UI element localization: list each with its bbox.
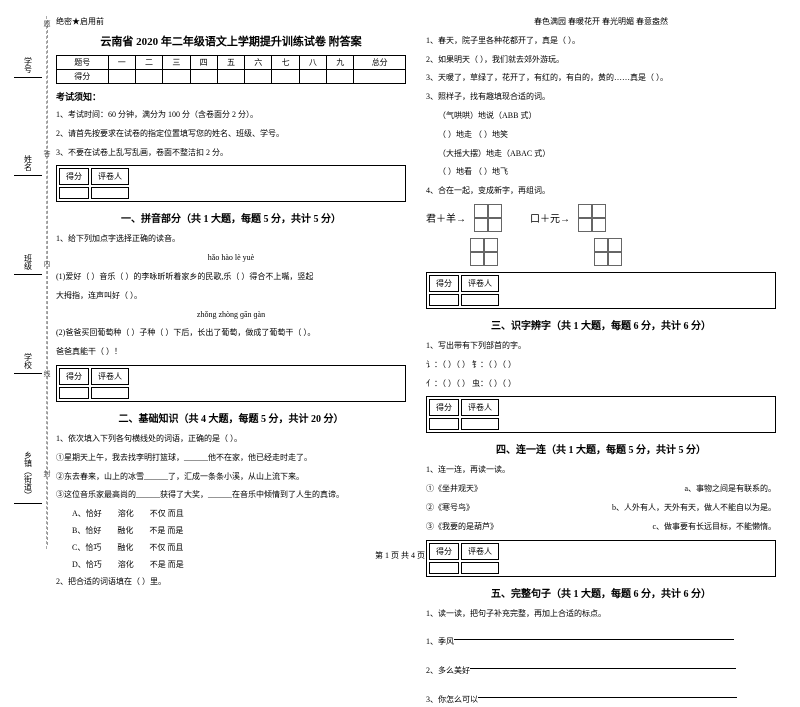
question: 3、照样子，找有趣填现合适的词。	[426, 91, 776, 104]
section-title: 二、基础知识（共 4 大题，每题 5 分，共计 20 分）	[56, 410, 406, 425]
pinyin: hǎo hào lè yuè	[56, 252, 406, 265]
question: 1、给下列加点字选择正确的读音。	[56, 233, 406, 246]
question: 1、连一连，再读一读。	[426, 464, 776, 477]
notice-item: 3、不要在试卷上乱写乱画，卷面不整洁扣 2 分。	[56, 147, 406, 160]
example-fill: （ ）地走 （ ）地笑	[438, 129, 776, 142]
cell: 五	[217, 56, 244, 70]
margin-label: 学校	[24, 353, 33, 369]
score-box: 得分评卷人	[426, 272, 776, 309]
dash-label: 线	[42, 370, 52, 377]
seal-text: 绝密★启用前	[56, 16, 406, 27]
pair-row: ②《寒号鸟》b、人外有人，天外有天，做人不能自以为是。	[426, 502, 776, 515]
cell: 八	[299, 56, 326, 70]
question-line: 1、春天，院子里各种花都开了，真是（ ）。	[426, 35, 776, 48]
cell: 三	[163, 56, 190, 70]
fill-line[interactable]	[478, 688, 737, 698]
question-line: 大拇指，连声叫好（ ）。	[56, 290, 406, 303]
score-box: 得分评卷人	[56, 365, 406, 402]
question: 1、依次填入下列各句横线处的词语，正确的是（ ）。	[56, 433, 406, 446]
fill-line[interactable]	[470, 659, 736, 669]
score-box: 得分评卷人	[56, 165, 406, 202]
option-row: B、恰好融化不是 而是	[72, 525, 406, 536]
question-line: 2、如果明天（ ），我们就去郊外游玩。	[426, 54, 776, 67]
question-line: 爸爸真能干（ ）！	[56, 346, 406, 359]
margin-label: 学号	[24, 57, 33, 73]
cell: 七	[272, 56, 299, 70]
cell: 得分	[57, 70, 109, 84]
cell: 九	[327, 56, 354, 70]
notice-item: 2、请首先按要求在试卷的指定位置填写您的姓名、班级、学号。	[56, 128, 406, 141]
fill-prompt: 3、你怎么可以	[426, 695, 478, 704]
section-title: 四、连一连（共 1 大题，每题 5 分，共计 5 分）	[426, 441, 776, 456]
section-title: 一、拼音部分（共 1 大题，每题 5 分，共计 5 分）	[56, 210, 406, 225]
question-line: ②东去春来，山上的冰雪______了，汇成一条条小溪，从山上流下来。	[56, 471, 406, 484]
question: 4、合在一起，变成新字，再组词。	[426, 185, 776, 198]
section-title: 五、完整句子（共 1 大题，每题 6 分，共计 6 分）	[426, 585, 776, 600]
option-row: A、恰好溶化不仅 而且	[72, 508, 406, 519]
question-line: 3、天暖了，草绿了，花开了，有红的，有白的，黄的……真是（ ）。	[426, 72, 776, 85]
margin-label: 姓名	[24, 155, 33, 171]
cell: 一	[108, 56, 135, 70]
cell: 总分	[354, 56, 406, 70]
notice-head: 考试须知：	[56, 90, 406, 103]
pair-row: ①《坐井观天》a、事物之间是有联系的。	[426, 483, 776, 496]
question-line: 亻：（ ）（ ） 虫：（ ）（ ）	[426, 378, 776, 391]
example-fill: （ ）地看 （ ）地飞	[438, 166, 776, 179]
fill-line[interactable]	[454, 630, 734, 640]
question: 2、把合适的词语填在（ ）里。	[56, 576, 406, 589]
char-grid	[578, 204, 606, 232]
compose-row: 君＋羊→ 口＋元→	[426, 204, 776, 232]
cell: 六	[245, 56, 272, 70]
question: 1、读一读，把句子补充完整，再加上合适的标点。	[426, 608, 776, 621]
margin-label: 乡镇（街道）	[24, 451, 33, 499]
question-line: (1)爱好（ ）音乐（ ）的李咏昕听着家乡的民歌,乐（ ）得合不上嘴，竖起	[56, 271, 406, 284]
pinyin: zhǒng zhòng ɡān ɡàn	[56, 309, 406, 322]
question-line: (2)爸爸买回葡萄种（ ）子种（ ）下后，长出了葡萄，做成了葡萄干（ ）。	[56, 327, 406, 340]
question: 1、写出带有下列部首的字。	[426, 340, 776, 353]
score-table: 题号 一 二 三 四 五 六 七 八 九 总分 得分	[56, 55, 406, 84]
compose-row	[466, 238, 776, 266]
dash-label: 答	[42, 150, 52, 157]
fill-prompt: 1、季风	[426, 637, 454, 646]
notice-item: 1、考试时间：60 分钟，满分为 100 分（含卷面分 2 分）。	[56, 109, 406, 122]
page-footer: 第 1 页 共 4 页	[0, 550, 800, 561]
question-line: ①星期天上午，我去找李明打篮球，______他不在家，他已经走时走了。	[56, 452, 406, 465]
char-grid	[470, 238, 498, 266]
fill-prompt: 2、多么美好	[426, 666, 470, 675]
example: （大摇大摆）地走（ABAC 式）	[438, 148, 776, 161]
score-box: 得分评卷人	[426, 396, 776, 433]
cell: 四	[190, 56, 217, 70]
cell: 题号	[57, 56, 109, 70]
char-grid	[474, 204, 502, 232]
pair-row: ③《我要的是葫芦》c、做事要有长远目标，不能懒惰。	[426, 521, 776, 534]
question-line: ③这位音乐家最高尚的______获得了大奖，______在音乐中倾情到了人生的真…	[56, 489, 406, 502]
dash-label: 内	[42, 260, 52, 267]
cell: 二	[135, 56, 162, 70]
example: （气哄哄）地说（ABB 式）	[438, 110, 776, 123]
paper-title: 云南省 2020 年二年级语文上学期提升训练试卷 附答案	[56, 33, 406, 49]
dash-label: 题	[42, 20, 52, 27]
section-title: 三、识字辨字（共 1 大题，每题 6 分，共计 6 分）	[426, 317, 776, 332]
margin-label: 班级	[24, 254, 33, 270]
question-line: 讠：（ ）（ ） 钅：（ ）（ ）	[426, 359, 776, 372]
word-bank: 春色满园 春暖花开 春光明媚 春意盎然	[426, 16, 776, 29]
dash-label: 封	[42, 470, 52, 477]
char-grid	[594, 238, 622, 266]
